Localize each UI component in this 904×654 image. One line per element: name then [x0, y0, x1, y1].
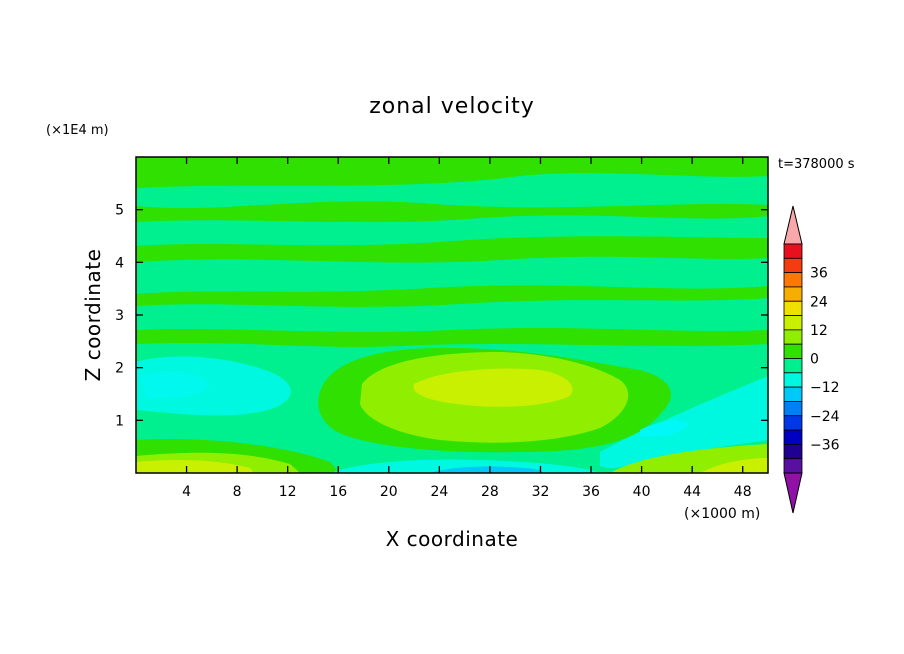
colorbar-swatch-10	[783, 386, 803, 402]
y-tick-label-5: 5	[115, 203, 124, 219]
colorbar-swatch-12	[783, 415, 803, 431]
colorbar-swatch-11	[783, 401, 803, 417]
colorbar-swatch-13	[783, 429, 803, 445]
colorbar-swatch-14	[783, 443, 803, 460]
colorbar-swatch-6	[783, 329, 803, 345]
colorbar-swatch-2	[783, 272, 803, 288]
y-tick-label-2: 2	[115, 361, 124, 377]
colorbar-swatch-3	[783, 286, 803, 302]
x-tick-label-24: 24	[430, 484, 448, 500]
chart-title: zonal velocity	[369, 94, 535, 119]
colorbar-swatch-4	[783, 300, 803, 316]
colorbar-swatch-15	[783, 458, 803, 474]
colorbar-swatch-8	[783, 358, 803, 374]
x-tick-label-48: 48	[734, 484, 752, 500]
x-tick-label-44: 44	[683, 484, 701, 500]
x-axis-label: X coordinate	[386, 527, 519, 551]
colorbar-label-0: 36	[810, 266, 828, 282]
colorbar-label-6: −36	[810, 437, 840, 453]
time-label: t=378000 s	[778, 157, 855, 172]
colorbar-swatch-1	[783, 257, 803, 274]
colorbar-swatch-9	[783, 372, 803, 388]
x-units-label: (×1000 m)	[684, 506, 760, 522]
contour-field	[136, 157, 768, 473]
x-tick-label-20: 20	[380, 484, 398, 500]
x-tick-label-12: 12	[279, 484, 297, 500]
colorbar-over-arrow	[783, 205, 803, 245]
x-tick-label-36: 36	[582, 484, 600, 500]
y-axis-label: Z coordinate	[81, 249, 105, 382]
x-tick-label-40: 40	[633, 484, 651, 500]
colorbar-swatch-0	[783, 243, 803, 259]
colorbar: 36 24 12 0 −12 −24 −36	[783, 205, 840, 514]
colorbar-label-3: 0	[810, 352, 819, 368]
colorbar-swatch-5	[783, 315, 803, 331]
colorbar-label-2: 12	[810, 323, 828, 339]
axis-ticks	[136, 157, 768, 473]
y-tick-label-3: 3	[115, 308, 124, 324]
x-tick-label-4: 4	[182, 484, 191, 500]
x-tick-label-32: 32	[532, 484, 550, 500]
colorbar-label-4: −12	[810, 380, 840, 396]
x-tick-label-8: 8	[233, 484, 242, 500]
colorbar-label-5: −24	[810, 409, 840, 425]
y-tick-label-4: 4	[115, 255, 124, 271]
x-tick-label-28: 28	[481, 484, 499, 500]
y-tick-label-1: 1	[115, 413, 124, 429]
colorbar-label-1: 24	[810, 294, 828, 310]
y-units-label: (×1E4 m)	[46, 123, 109, 138]
x-tick-label-16: 16	[329, 484, 347, 500]
colorbar-under-arrow	[783, 472, 803, 514]
colorbar-swatch-7	[783, 343, 803, 359]
